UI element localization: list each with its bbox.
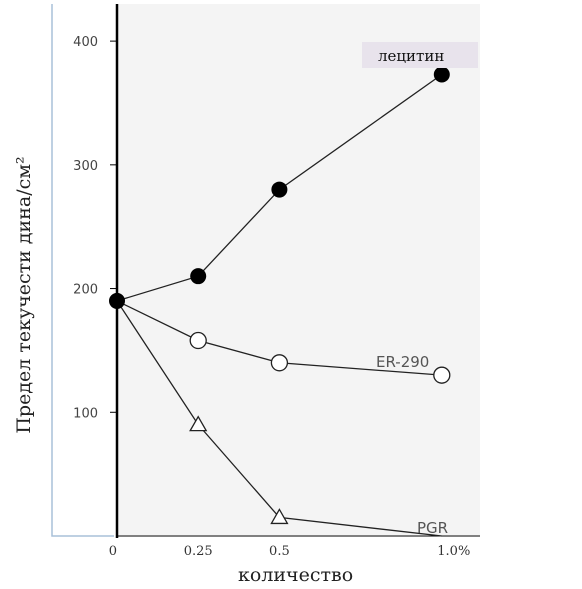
series-line: [116, 300, 442, 537]
data-point: [271, 181, 288, 198]
x-tick-label: 0.25: [184, 544, 213, 559]
data-point: [270, 508, 289, 525]
y-axis-title: Предел текучести дина/см²: [13, 156, 35, 433]
y-tick-label: 200: [73, 283, 98, 298]
x-tick-label: 0: [109, 544, 117, 559]
data-point: [109, 292, 125, 309]
x-axis-title: количество: [238, 564, 353, 586]
y-ticks: 100 200 300 400: [73, 35, 117, 421]
data-point: [190, 268, 207, 285]
x-ticks: 0 0.25 0.5 1.0%: [109, 544, 471, 559]
y-tick-label: 300: [73, 159, 98, 174]
series-layer: [109, 66, 451, 537]
series-label-pgr: PGR: [417, 519, 448, 537]
series-label-lecithin: лецитин: [378, 47, 444, 65]
data-point: [270, 354, 289, 372]
series-line: [116, 73, 443, 302]
data-point: [433, 66, 450, 83]
legend-box-lecithin: [362, 42, 478, 68]
series-label-er290: ER-290: [376, 353, 429, 371]
series-line: [116, 300, 442, 376]
x-tick-label: 1.0%: [437, 544, 470, 559]
data-point: [189, 415, 208, 432]
frame-line: [51, 4, 114, 537]
data-point: [189, 331, 207, 350]
plot-area: [117, 4, 480, 535]
y-tick-label: 100: [73, 406, 98, 421]
y-tick-label: 400: [73, 35, 98, 50]
x-tick-label: 0.5: [269, 544, 290, 559]
data-point: [433, 366, 451, 384]
